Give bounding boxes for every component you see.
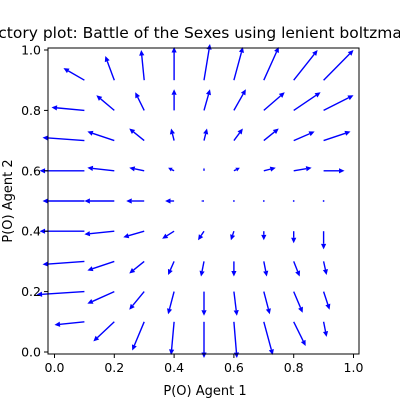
- x-axis-label: P(O) Agent 1: [163, 384, 246, 399]
- vector-arrow: [201, 200, 204, 202]
- x-tick-label: 0.0: [45, 360, 65, 375]
- vector-arrow: [169, 321, 175, 356]
- vector-arrow: [129, 260, 145, 274]
- x-tick-label: 0.4: [164, 360, 184, 375]
- vector-arrow: [171, 46, 177, 81]
- vector-arrow: [54, 321, 85, 327]
- vector-arrow: [261, 231, 267, 241]
- vector-arrow: [129, 291, 145, 310]
- y-tick-label: 1.0: [21, 43, 41, 58]
- vector-arrow: [87, 130, 115, 142]
- y-axis: 0.0 0.2 0.4 0.6 0.8 1.0: [21, 43, 48, 360]
- vector-arrow: [323, 130, 351, 142]
- y-tick-label: 0.2: [21, 284, 41, 299]
- x-axis: 0.0 0.2 0.4 0.6 0.8 1.0: [45, 354, 364, 375]
- vector-arrow: [42, 135, 85, 142]
- vector-arrow: [171, 89, 177, 111]
- vector-arrow: [139, 50, 145, 81]
- vector-arrow: [167, 261, 175, 275]
- vector-arrow: [321, 231, 327, 250]
- vector-arrow: [293, 166, 312, 172]
- vector-arrow: [231, 261, 237, 277]
- vector-arrow: [322, 291, 331, 310]
- vector-arrow: [233, 89, 246, 111]
- vector-arrow: [198, 230, 205, 241]
- vector-arrow: [42, 260, 85, 267]
- vector-arrow: [129, 166, 145, 172]
- vector-arrow: [167, 291, 175, 315]
- x-tick-label: 0.8: [284, 360, 304, 375]
- vector-arrow: [201, 291, 207, 316]
- vector-arrow: [233, 167, 240, 172]
- vector-arrow: [87, 290, 115, 304]
- y-tick-label: 0.0: [21, 345, 41, 360]
- vector-field: [36, 43, 354, 359]
- vector-arrow: [96, 95, 115, 111]
- vector-arrow: [293, 321, 306, 346]
- vector-arrow: [291, 231, 297, 244]
- vector-arrow: [199, 261, 205, 277]
- vector-arrow: [131, 321, 145, 351]
- vector-arrow: [322, 321, 329, 337]
- x-tick-label: 0.6: [224, 360, 244, 375]
- vector-arrow: [293, 92, 321, 111]
- vector-arrow: [123, 230, 145, 239]
- vector-arrow: [323, 95, 354, 112]
- vector-arrow: [168, 167, 175, 172]
- vector-arrow: [135, 92, 145, 111]
- vector-arrow: [263, 166, 276, 172]
- vector-arrow: [104, 56, 115, 81]
- vector-arrow: [203, 167, 205, 171]
- vector-arrow: [292, 200, 295, 202]
- vector-arrow: [36, 290, 85, 297]
- vector-arrow: [126, 198, 145, 204]
- vector-arrow: [84, 230, 115, 237]
- vector-arrow: [233, 291, 239, 316]
- chart-title: Trajectory plot: Battle of the Sexes usi…: [0, 24, 400, 42]
- vector-arrow: [263, 291, 271, 315]
- vector-arrow: [87, 260, 115, 272]
- x-tick-label: 1.0: [344, 360, 364, 375]
- vector-arrow: [51, 105, 85, 112]
- vector-arrow: [293, 50, 318, 81]
- vector-arrow: [162, 230, 175, 239]
- vector-arrow: [293, 291, 303, 313]
- vector-arrow: [293, 261, 301, 277]
- vector-arrow: [203, 128, 209, 141]
- vector-arrow: [63, 68, 85, 81]
- vector-arrow: [263, 261, 269, 277]
- vector-arrow: [129, 128, 145, 142]
- vector-arrow: [322, 200, 325, 202]
- vector-arrow: [263, 92, 285, 111]
- vector-arrow: [230, 230, 236, 241]
- vector-arrow: [262, 200, 265, 202]
- vector-arrow: [323, 168, 345, 174]
- vector-arrow: [233, 200, 235, 202]
- vector-arrow: [322, 261, 328, 275]
- vector-arrow: [203, 89, 211, 111]
- vector-arrow: [87, 165, 115, 172]
- vector-arrow: [293, 131, 315, 142]
- vector-arrow: [233, 128, 243, 142]
- y-axis-label: P(O) Agent 2: [1, 159, 16, 242]
- vector-arrow: [169, 128, 175, 141]
- vector-arrow: [93, 321, 115, 342]
- vector-arrow: [39, 228, 85, 234]
- vector-arrow: [323, 50, 354, 81]
- y-tick-label: 0.4: [21, 224, 41, 239]
- y-tick-label: 0.8: [21, 103, 41, 118]
- vector-arrow: [165, 198, 175, 204]
- vector-arrow: [84, 198, 115, 204]
- vector-arrow: [263, 128, 279, 142]
- y-tick-label: 0.6: [21, 163, 41, 178]
- plot-frame: [47, 47, 360, 355]
- vector-arrow: [42, 198, 85, 204]
- vector-arrow: [39, 168, 85, 174]
- x-tick-label: 0.2: [104, 360, 124, 375]
